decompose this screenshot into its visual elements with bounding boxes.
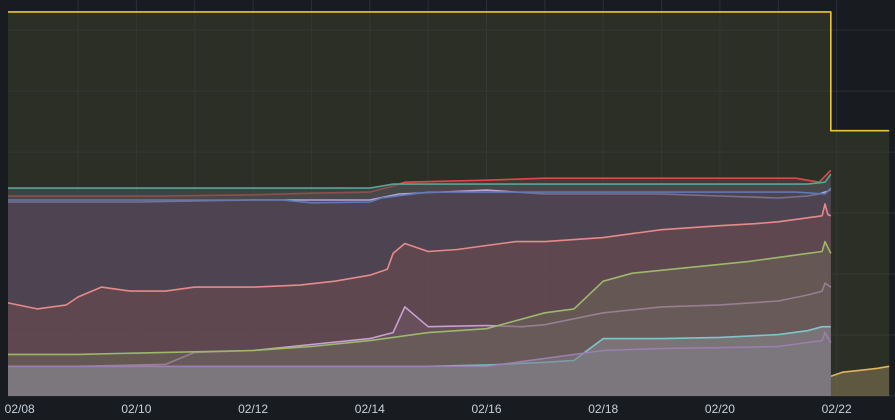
x-tick-label: 02/12 [238,402,268,416]
series-line-4[interactable] [8,173,832,189]
x-tick-label: 02/22 [822,402,852,416]
series-line-2[interactable] [830,365,890,377]
series-line-1[interactable] [8,11,890,132]
x-tick-label: 02/16 [471,402,501,416]
series-line-9[interactable] [8,240,832,356]
x-tick-label: 02/08 [5,402,35,416]
series-line-6[interactable] [8,187,832,204]
series-area-11 [8,332,831,396]
series-line-11[interactable] [8,331,832,368]
x-tick-label: 02/20 [705,402,735,416]
x-tick-label: 02/10 [121,402,151,416]
x-tick-label: 02/18 [588,402,618,416]
series-area-2 [830,366,890,396]
series-layer [7,11,890,397]
series-line-7[interactable] [7,203,832,310]
x-axis: 02/08 02/10 02/12 02/14 02/16 02/18 02/20 02/22 [5,402,852,416]
x-tick-label: 02/14 [355,402,385,416]
